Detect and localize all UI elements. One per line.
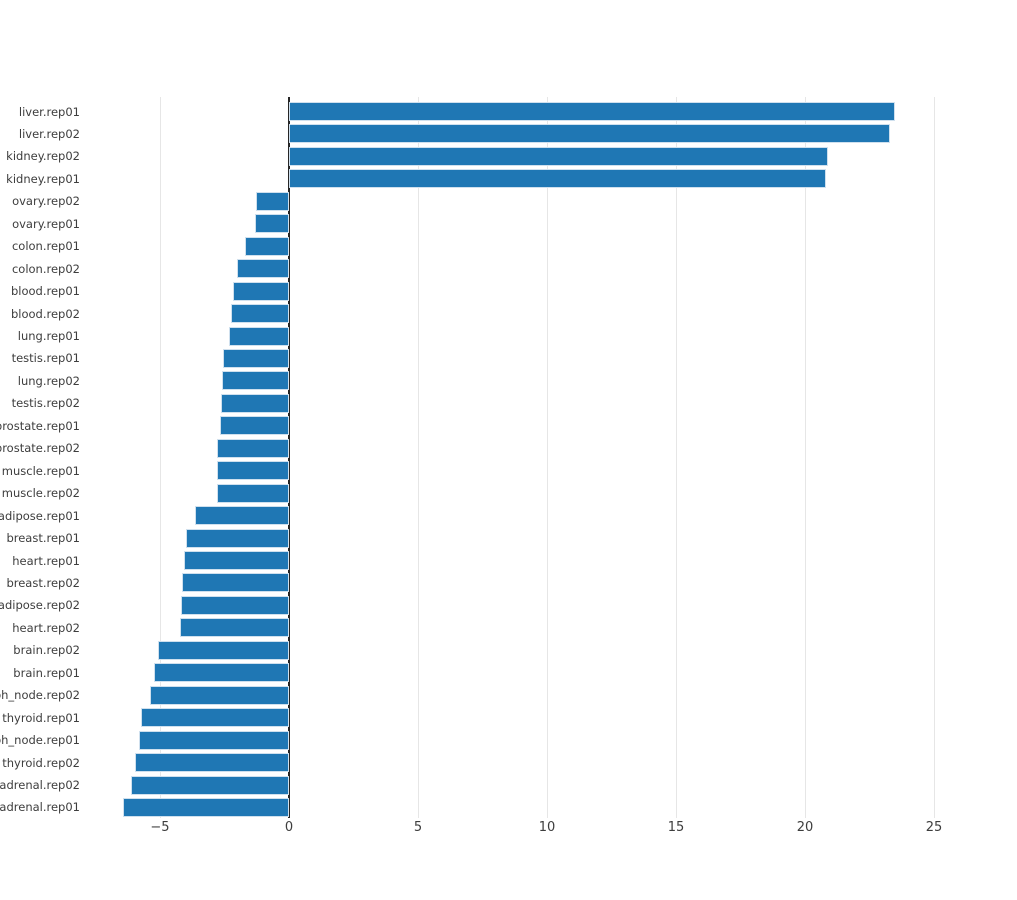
y-tick-label: thyroid.rep02: [2, 755, 80, 770]
bar: [289, 102, 896, 121]
x-tick-label: 5: [413, 820, 423, 835]
y-tick-label: blood.rep02: [10, 306, 80, 321]
bar: [223, 348, 289, 368]
y-tick-label: lung.rep01: [17, 329, 80, 343]
y-tick-label: breast.rep02: [6, 575, 80, 590]
y-tick-label: ovary.rep02: [12, 194, 80, 209]
x-tick-label: 25: [925, 820, 943, 835]
bar: [231, 304, 289, 324]
zero-axis-line: [288, 97, 290, 818]
y-tick-label: kidney.rep02: [6, 149, 80, 164]
bar: [141, 708, 289, 728]
bar: [183, 551, 289, 570]
y-tick-label: colon.rep02: [11, 261, 80, 276]
y-tick-label: blood.rep01: [10, 284, 80, 299]
x-tick-label: 15: [667, 820, 685, 835]
bar: [157, 640, 289, 660]
bar: [289, 124, 891, 144]
y-tick-label: heart.rep01: [12, 553, 80, 568]
bar: [289, 146, 829, 166]
y-tick-label: breast.rep01: [6, 531, 80, 546]
bar: [181, 573, 289, 593]
bar: [221, 393, 289, 413]
y-tick-label: muscle.rep01: [1, 463, 80, 478]
bar: [180, 618, 289, 638]
bar: [244, 236, 289, 256]
gridline: [804, 97, 806, 818]
bar: [222, 371, 289, 391]
bar: [237, 259, 289, 279]
y-tick-label: lymph_node.rep02: [0, 688, 80, 703]
bar: [229, 326, 289, 346]
bar: [153, 663, 289, 683]
x-tick-label: 20: [796, 820, 814, 835]
bar: [217, 438, 289, 458]
bar: [186, 528, 289, 548]
x-tick-label: 10: [538, 820, 556, 835]
bar: [255, 214, 289, 234]
bar: [131, 775, 289, 795]
y-tick-label: lung.rep02: [17, 373, 80, 388]
bar: [233, 281, 289, 301]
y-tick-label: kidney.rep01: [6, 171, 80, 186]
y-tick-label: prostate.rep01: [0, 418, 80, 433]
y-tick-label: brain.rep01: [13, 665, 80, 680]
y-tick-label: adrenal.rep02: [0, 778, 80, 792]
y-tick-label: brain.rep02: [13, 643, 80, 658]
y-tick-label: adipose.rep02: [0, 598, 80, 613]
y-tick-label: lymph_node.rep01: [0, 733, 80, 748]
bar: [216, 483, 289, 503]
bar: [216, 461, 289, 481]
y-tick-label: muscle.rep02: [1, 486, 80, 501]
y-tick-label: prostate.rep02: [0, 441, 80, 456]
y-tick-label: ovary.rep01: [12, 216, 80, 231]
y-tick-label: liver.rep01: [18, 104, 80, 119]
bar: [255, 191, 289, 211]
gridline: [546, 97, 548, 818]
bar: [289, 169, 826, 189]
bar: [122, 797, 289, 817]
y-tick-label: testis.rep02: [11, 396, 80, 411]
bar: [220, 416, 289, 436]
bar: [150, 685, 289, 705]
y-tick-label: adipose.rep01: [0, 508, 80, 523]
y-tick-label: adrenal.rep01: [0, 800, 80, 815]
bar: [135, 753, 289, 773]
x-tick-label: −5: [150, 820, 170, 835]
y-tick-label: testis.rep01: [11, 351, 80, 366]
x-tick-label: 0: [284, 820, 294, 835]
bar: [194, 506, 289, 526]
y-tick-label: liver.rep02: [18, 126, 80, 141]
gridline: [675, 97, 677, 818]
bar: [180, 595, 289, 615]
y-tick-label: heart.rep02: [12, 620, 80, 635]
y-tick-label: colon.rep01: [11, 239, 80, 254]
gridline: [933, 97, 935, 818]
gridline: [159, 97, 161, 818]
gridline: [417, 97, 419, 818]
y-tick-label: thyroid.rep01: [2, 710, 80, 725]
bar: [139, 730, 289, 750]
